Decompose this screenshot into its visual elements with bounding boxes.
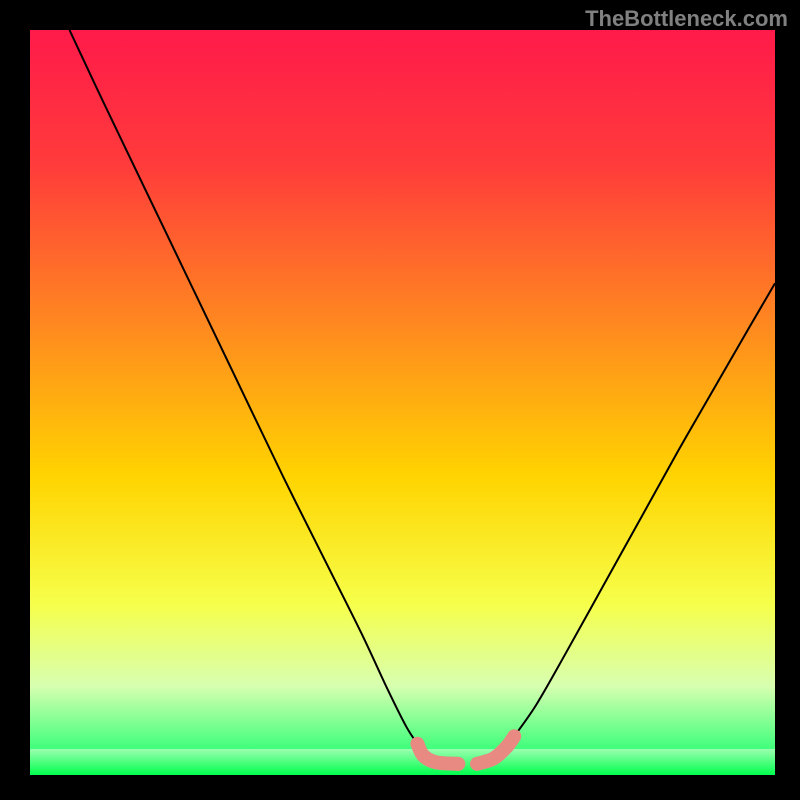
chart-container: { "watermark": { "text": "TheBottleneck.… [0, 0, 800, 800]
plot-area [30, 30, 775, 775]
watermark-text: TheBottleneck.com [585, 6, 788, 32]
bottleneck-curve [30, 30, 775, 775]
